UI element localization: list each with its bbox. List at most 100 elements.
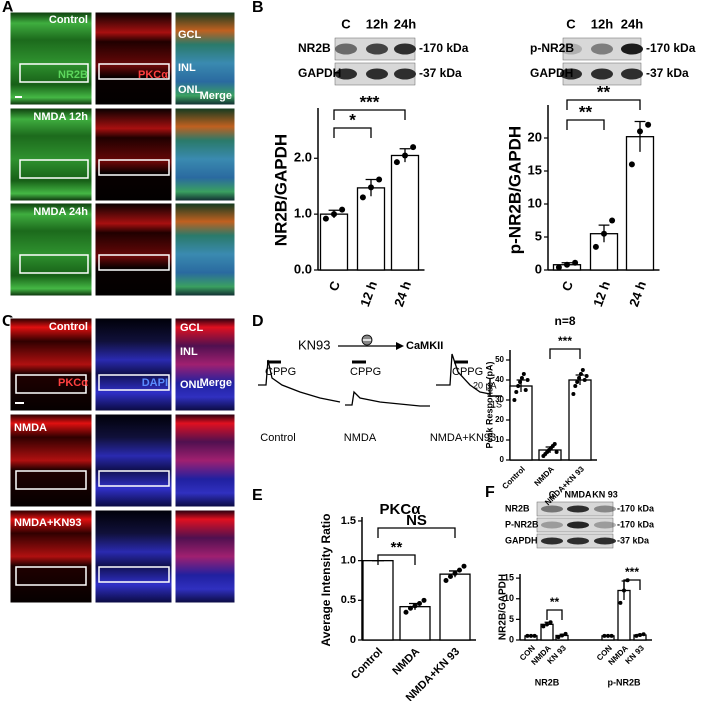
blot-band [567,521,589,529]
data-point [571,392,576,396]
trace-label: Control [260,432,295,444]
y-tick-label: 5 [509,614,514,624]
data-point [628,161,635,168]
data-point [322,215,329,222]
blot-size: -170 kDa [419,41,469,55]
roi-box [19,63,89,83]
micrograph [94,107,173,202]
significance-label: ** [550,595,560,609]
data-point [421,597,427,603]
blot-size: -170 kDa [646,41,696,55]
data-point [552,442,557,446]
y-axis-label: Peak Response (pA) [484,361,494,448]
data-point [609,633,614,638]
stimulus-label: CPPG [452,366,483,378]
channel-label: PKCα [138,69,168,81]
data-point [525,378,530,382]
data-point [638,633,642,638]
data-point [575,380,580,384]
micrograph [9,509,93,604]
lane-label: 12h [366,16,388,31]
blot-band [591,43,613,55]
data-point [555,264,562,271]
roi-box [19,159,89,179]
blot-band [541,521,563,529]
channel-label: NR2B [58,69,88,81]
panel-letter: D [252,313,264,330]
data-point [525,633,530,638]
layer-label: GCL [180,322,204,334]
blot-protein: GAPDH [530,66,573,80]
data-point [523,388,528,392]
data-point [331,211,337,218]
bar [390,154,420,271]
y-tick-label: 0 [535,261,542,276]
significance-label: ** [597,82,611,101]
blot-band [335,68,357,80]
data-point [634,633,639,638]
significance-bracket [377,527,456,538]
bar [356,187,386,271]
roi-box [98,63,170,80]
trace-label: NMDA [344,432,377,444]
data-point [512,398,517,402]
panel-letter: F [485,484,495,501]
data-point [410,144,417,151]
blot-size: -37 kDa [646,66,689,80]
y-tick-label: 20 [495,415,504,424]
data-point [606,633,610,638]
data-point [518,380,523,384]
current-trace [345,390,430,407]
y-axis-label: NR2B/GAPDH [271,134,290,246]
data-point [339,206,346,213]
y-axis-label: p-NR2B/GAPDH [505,126,524,254]
y-tick-label: 5 [535,228,542,243]
data-point [402,152,408,159]
drug-label: KN93 [298,337,331,352]
blot-band [335,43,357,55]
blot-band [560,43,582,55]
significance-bracket [546,609,563,620]
channel-label: Merge [200,377,232,389]
data-point [457,567,462,573]
group-label: NR2B [535,677,560,687]
roi-box [98,159,170,176]
data-point [443,577,449,583]
data-point [641,632,646,637]
data-point [516,384,521,388]
bar [568,379,592,461]
bar [319,213,349,271]
data-point [412,603,418,609]
data-point [541,624,546,629]
data-point [572,259,579,266]
current-trace [436,353,491,395]
y-axis-label: Average Intensity Ratio [319,514,333,647]
significance-bracket [333,127,372,138]
roi-box [98,374,170,391]
y-tick-label: 15 [528,162,542,177]
micrograph [174,107,236,202]
data-point [359,194,366,201]
significance-bracket [549,348,581,359]
bar [362,559,394,641]
y-tick-label: 10 [528,195,542,210]
data-point [521,372,526,376]
micrograph [174,509,236,604]
blot-size: -170 kDa [617,519,655,529]
blot-band [394,43,416,55]
blot-size: -170 kDa [617,503,655,513]
data-point [645,121,652,128]
data-point [637,128,643,135]
y-axis-label: NR2B/GAPDH [498,574,509,640]
roi-box [15,566,87,586]
layer-label: INL [180,346,198,358]
row-label: NMDA [14,422,47,434]
significance-label: NS [406,512,427,529]
data-point [417,600,422,606]
scale-label: 20 pA [473,380,497,390]
lane-label: C [341,16,351,31]
data-point [618,600,623,605]
data-point [448,574,453,580]
blot-protein: NR2B [298,41,331,55]
